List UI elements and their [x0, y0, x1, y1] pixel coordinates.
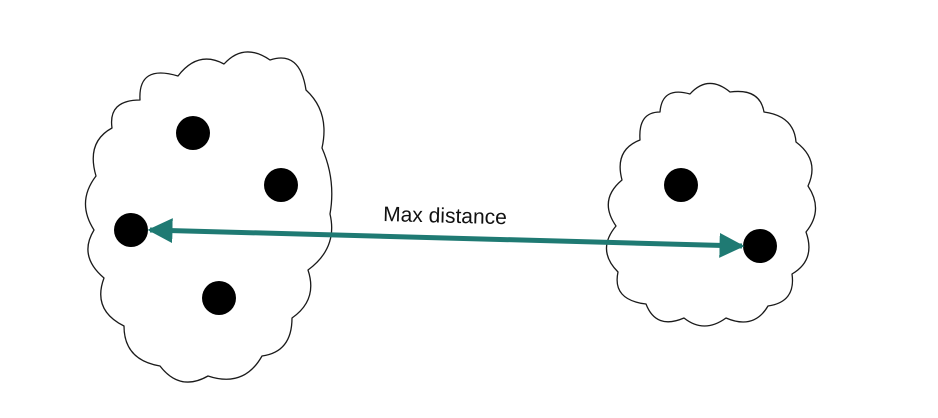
right-cluster-cloud	[605, 82, 817, 327]
right-cluster	[605, 82, 817, 327]
max-distance-arrow	[147, 218, 745, 258]
right-cluster-point	[743, 229, 777, 263]
left-cluster-point	[114, 213, 148, 247]
left-cluster-point	[264, 168, 298, 202]
left-cluster	[84, 51, 333, 383]
left-cluster-point	[176, 116, 210, 150]
left-cluster-cloud	[84, 51, 333, 383]
max-distance-label: Max distance	[383, 203, 507, 229]
right-cluster-point	[664, 168, 698, 202]
left-cluster-point	[202, 281, 236, 315]
